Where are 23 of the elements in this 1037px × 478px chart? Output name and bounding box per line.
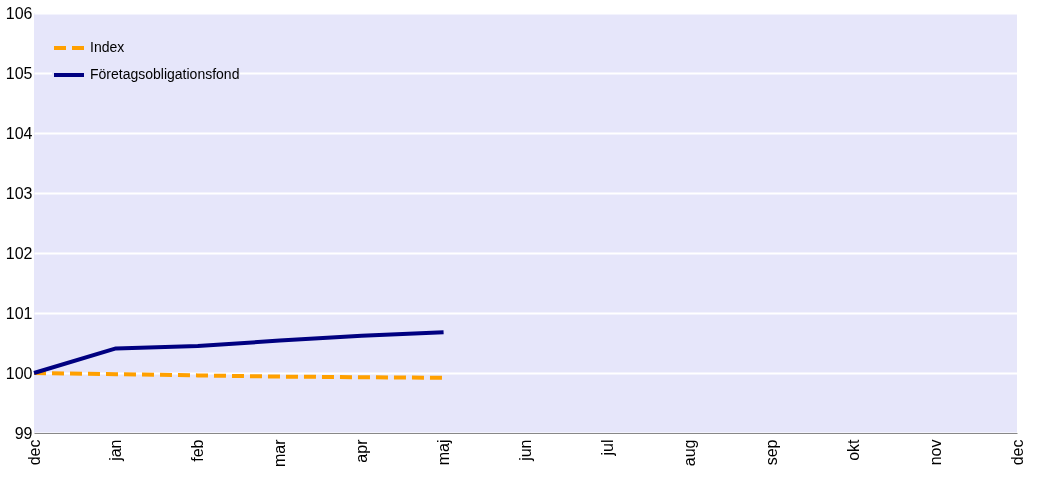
x-tick-label: apr: [353, 438, 371, 463]
x-tick-label: jun: [517, 439, 534, 462]
y-tick-label: 100: [5, 364, 33, 382]
y-tick-label: 104: [5, 124, 33, 142]
line-series: [32, 330, 446, 375]
x-tick-label: nov: [926, 439, 944, 466]
x-tick-label: sep: [762, 439, 780, 466]
x-tick-label: aug: [680, 439, 698, 467]
x-tick-label: okt: [844, 438, 862, 461]
legend-label: Företagsobligationsfond: [90, 66, 240, 82]
x-tick-label: maj: [435, 439, 453, 466]
y-tick-label: 103: [5, 184, 33, 202]
y-tick-label: 101: [5, 304, 33, 322]
x-tick-label: dec: [1008, 439, 1026, 466]
y-tick-label: 102: [5, 244, 33, 262]
legend-label: Index: [90, 39, 125, 55]
y-tick-label: 106: [5, 4, 33, 22]
x-tick-label: dec: [25, 439, 43, 466]
x-tick-label: jul: [598, 439, 616, 457]
x-tick-label: jan: [107, 439, 125, 462]
x-tick-label: mar: [271, 438, 289, 468]
x-tick-label: feb: [189, 439, 207, 462]
y-tick-label: 105: [5, 64, 33, 82]
